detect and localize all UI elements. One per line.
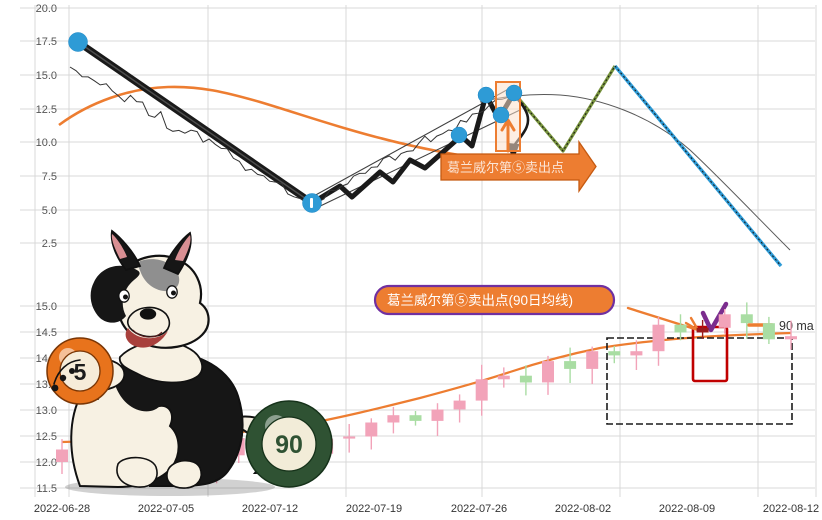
svg-text:5: 5: [74, 359, 87, 385]
svg-text:10.0: 10.0: [36, 137, 57, 149]
svg-text:14.5: 14.5: [36, 327, 57, 339]
svg-text:葛兰威尔第⑤卖出点(90日均线): 葛兰威尔第⑤卖出点(90日均线): [387, 292, 573, 308]
svg-text:13.0: 13.0: [36, 405, 57, 417]
svg-text:2.5: 2.5: [42, 238, 57, 250]
svg-text:2022-06-28: 2022-06-28: [34, 503, 90, 515]
svg-text:2022-08-09: 2022-08-09: [659, 503, 715, 515]
svg-text:2022-08-02: 2022-08-02: [555, 503, 611, 515]
svg-text:12.5: 12.5: [36, 431, 57, 443]
svg-text:90 ma: 90 ma: [779, 319, 814, 333]
svg-text:2022-07-12: 2022-07-12: [242, 503, 298, 515]
svg-text:12.5: 12.5: [36, 104, 57, 116]
svg-text:2022-07-05: 2022-07-05: [138, 503, 194, 515]
svg-text:90: 90: [275, 431, 303, 459]
svg-text:葛兰威尔第⑤卖出点: 葛兰威尔第⑤卖出点: [447, 160, 564, 175]
svg-text:2022-07-26: 2022-07-26: [451, 503, 507, 515]
svg-text:12.0: 12.0: [36, 457, 57, 469]
svg-text:20.0: 20.0: [36, 3, 57, 15]
svg-text:2022-08-12: 2022-08-12: [763, 503, 819, 515]
svg-text:2022-07-19: 2022-07-19: [346, 503, 402, 515]
svg-text:11.5: 11.5: [36, 483, 57, 495]
svg-text:15.0: 15.0: [36, 70, 57, 82]
svg-text:5.0: 5.0: [42, 205, 57, 217]
svg-text:17.5: 17.5: [36, 36, 57, 48]
svg-text:15.0: 15.0: [36, 301, 57, 313]
svg-text:7.5: 7.5: [42, 171, 57, 183]
